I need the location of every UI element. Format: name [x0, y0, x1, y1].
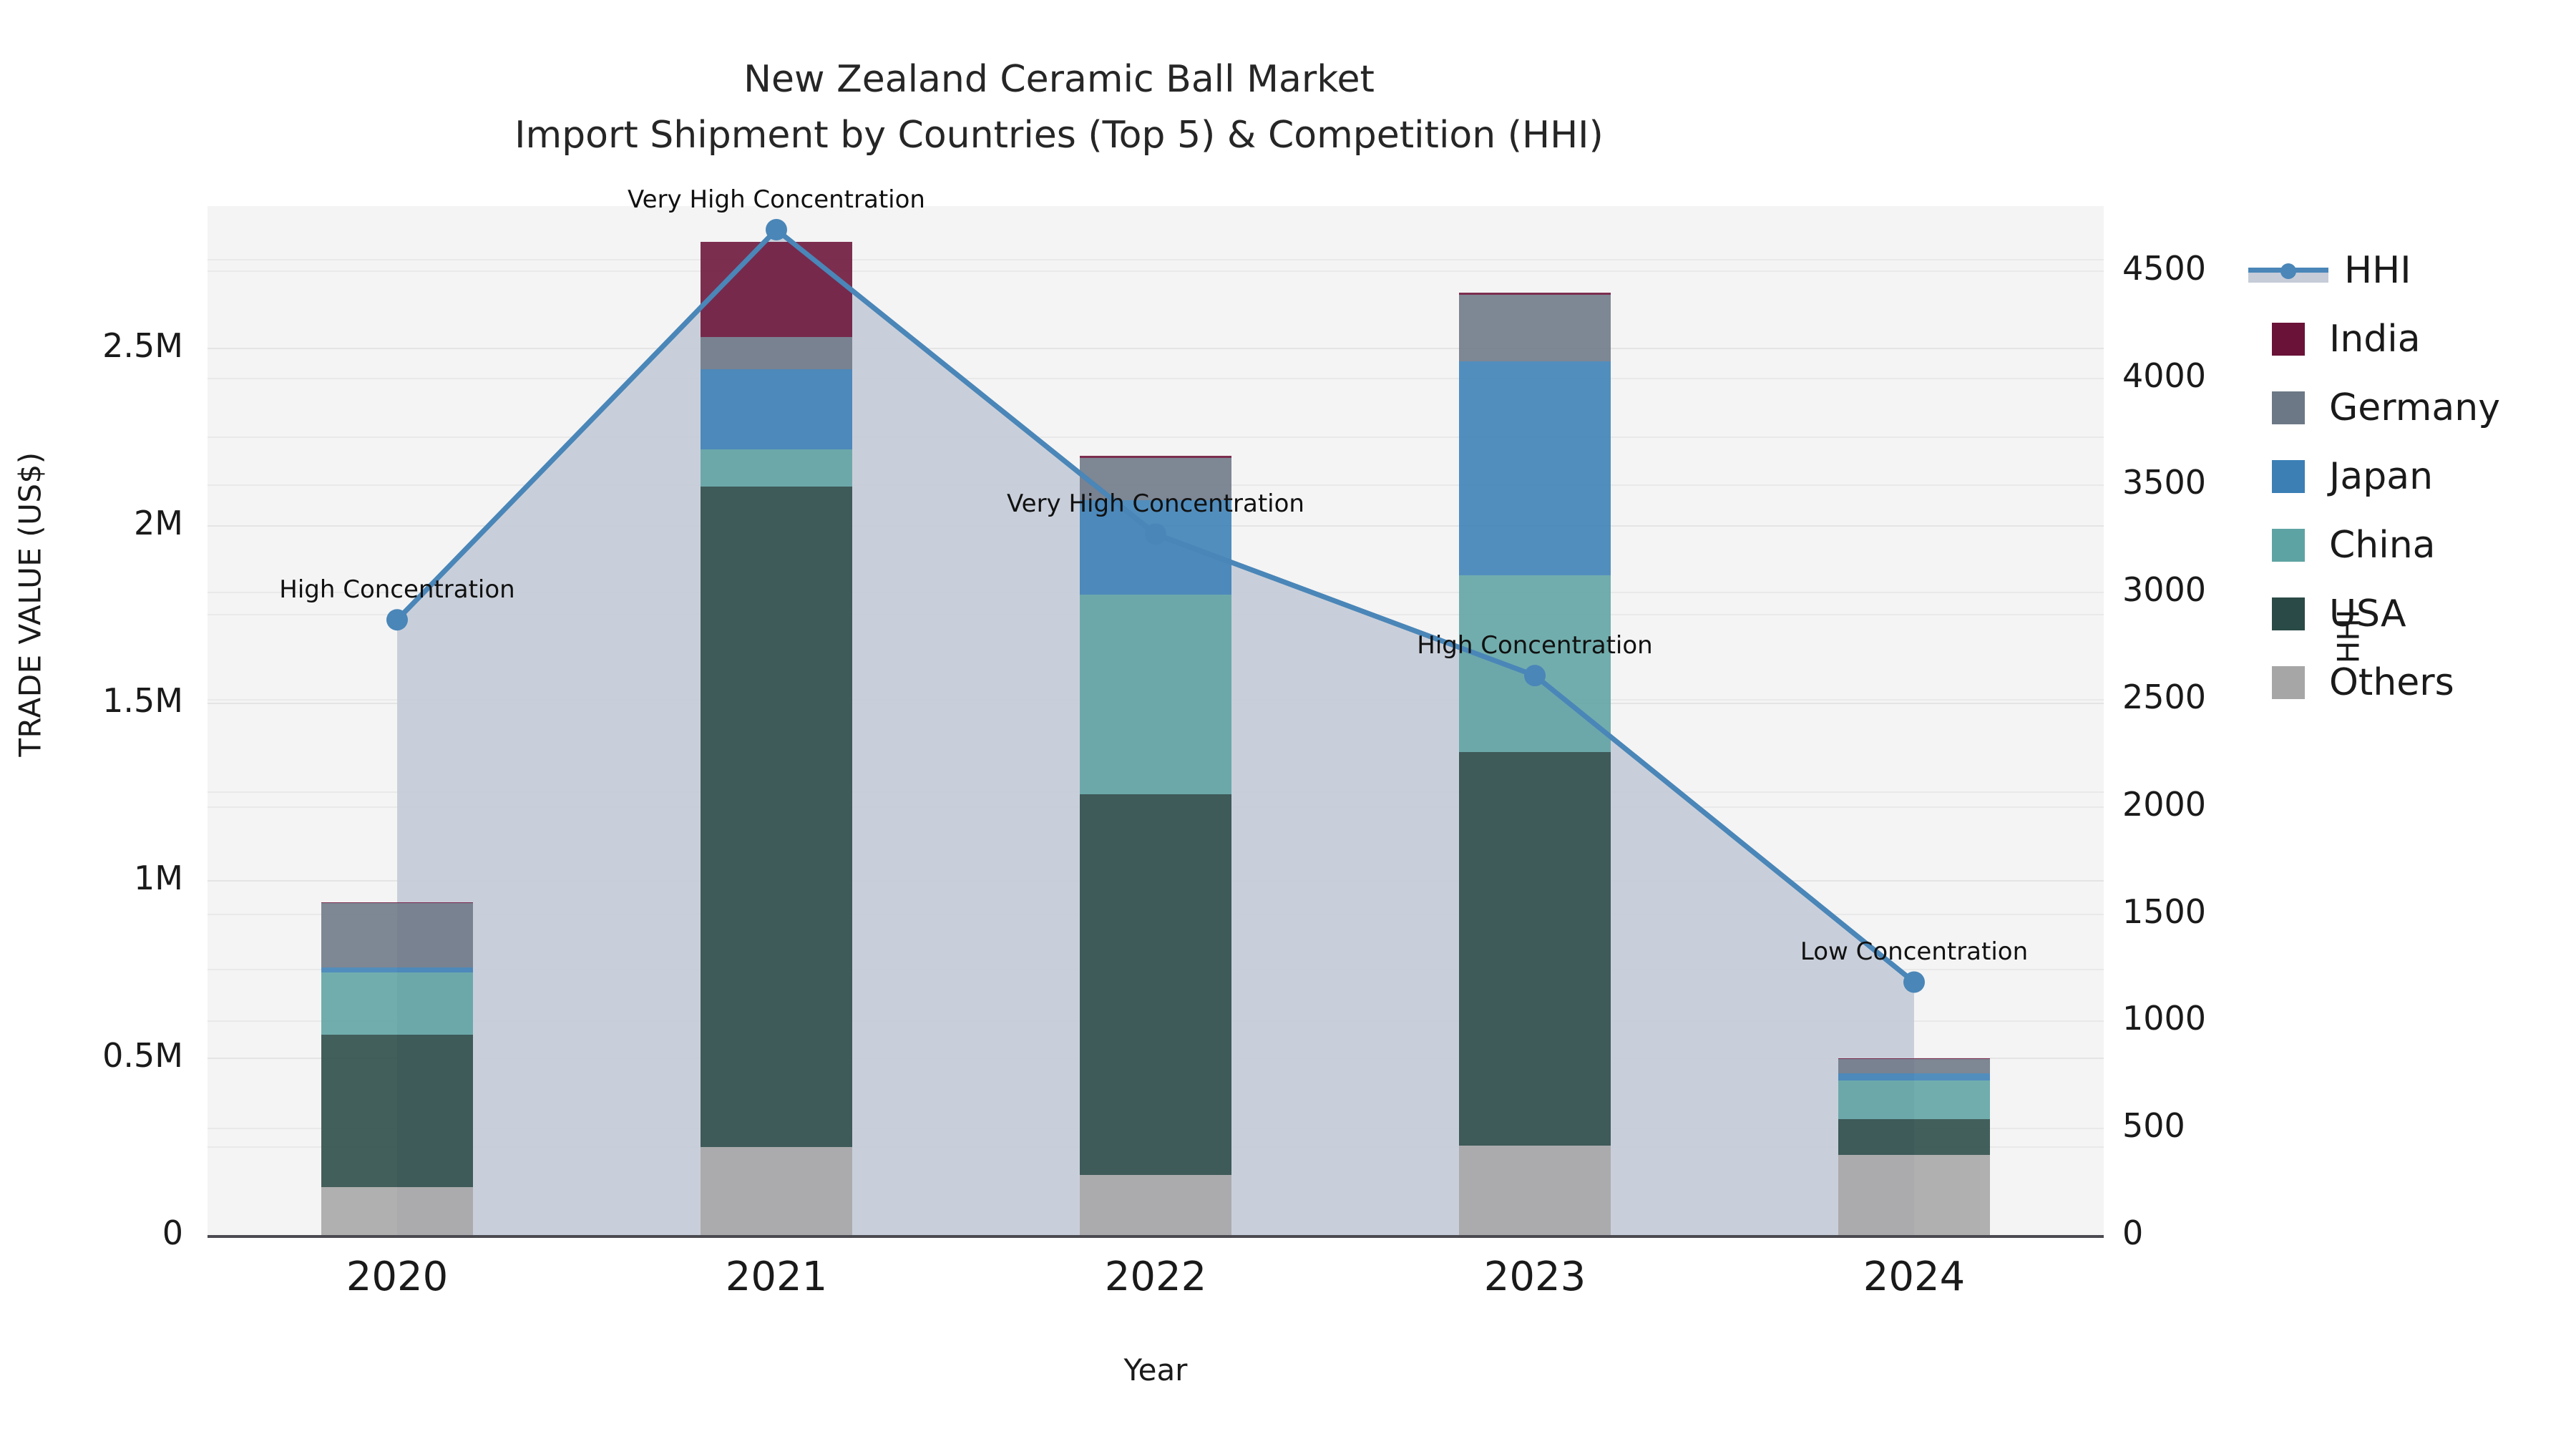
bar-segment-usa-2021	[701, 486, 852, 1147]
bar-segment-japan-2020	[321, 967, 473, 972]
bar-segment-india-2023	[1459, 292, 1611, 295]
bar-segment-others-2024	[1838, 1154, 1990, 1235]
y-axis-left-tick: 1.5M	[102, 681, 183, 721]
bar-segment-germany-2023	[1459, 294, 1611, 362]
bar-segment-japan-2024	[1838, 1073, 1990, 1080]
hhi-annotation-2022: Very High Concentration	[1007, 489, 1304, 519]
hhi-line-layer	[386, 218, 1925, 993]
bar-segment-others-2022	[1080, 1174, 1231, 1235]
bar-segment-china-2021	[701, 449, 852, 487]
bar-segment-india-2020	[321, 902, 473, 904]
y-axis-left-label: TRADE VALUE (US$)	[12, 452, 48, 757]
y-axis-left-tick: 2M	[134, 504, 183, 543]
bar-segment-usa-2024	[1838, 1119, 1990, 1155]
legend-swatch-china	[2272, 529, 2305, 562]
bar-segment-usa-2022	[1080, 794, 1231, 1175]
hhi-line	[395, 227, 1916, 985]
y-axis-left-tick: 0	[162, 1214, 183, 1252]
bar-segment-others-2021	[701, 1147, 852, 1235]
hhi-marker-2020	[386, 609, 408, 631]
hhi-marker-2023	[1524, 665, 1546, 687]
bar-segment-usa-2023	[1459, 751, 1611, 1146]
legend-item-germany[interactable]: Germany	[2272, 374, 2572, 442]
gridline	[208, 348, 2104, 350]
legend-line-dot-icon	[2280, 263, 2296, 279]
hhi-marker-2024	[1903, 971, 1925, 993]
gridline	[208, 436, 2104, 439]
x-axis-tick-2021: 2021	[725, 1254, 828, 1300]
legend-swatch-germany	[2272, 391, 2305, 424]
legend-label: Germany	[2329, 386, 2501, 429]
hhi-annotation-2021: Very High Concentration	[628, 185, 925, 214]
bar-segment-japan-2021	[701, 369, 852, 450]
legend-item-india[interactable]: India	[2272, 305, 2572, 374]
bar-segment-india-2024	[1838, 1058, 1990, 1060]
bar-segment-germany-2021	[701, 337, 852, 370]
chart-title-line-2: Import Shipment by Countries (Top 5) & C…	[514, 114, 1604, 157]
hhi-annotation-2020: High Concentration	[279, 575, 515, 605]
legend-swatch-usa	[2272, 597, 2305, 630]
legend-label: HHI	[2344, 249, 2411, 292]
legend-label: Others	[2329, 661, 2454, 704]
legend-item-usa[interactable]: USA	[2272, 580, 2572, 648]
bar-segment-japan-2022	[1080, 499, 1231, 595]
bar-segment-china-2024	[1838, 1080, 1990, 1120]
legend-label: Japan	[2329, 455, 2434, 498]
bar-segment-japan-2023	[1459, 361, 1611, 575]
legend-line-marker-icon	[2248, 254, 2328, 287]
hhi-marker-2022	[1145, 523, 1166, 545]
legend-label: China	[2329, 524, 2436, 567]
hhi-annotation-2023: High Concentration	[1417, 631, 1653, 660]
legend-swatch-india	[2272, 323, 2305, 356]
chart-title-line-1: New Zealand Ceramic Ball Market	[743, 58, 1375, 101]
x-axis-tick-2024: 2024	[1863, 1254, 1966, 1300]
bar-segment-india-2021	[701, 241, 852, 338]
bar-segment-others-2020	[321, 1187, 473, 1235]
x-axis-tick-2023: 2023	[1483, 1254, 1586, 1300]
bar-segment-germany-2024	[1838, 1059, 1990, 1073]
legend-swatch-japan	[2272, 460, 2305, 493]
bar-segment-germany-2020	[321, 903, 473, 967]
bar-segment-china-2022	[1080, 595, 1231, 795]
x-axis-label: Year	[1123, 1352, 1188, 1387]
bar-segment-china-2020	[321, 972, 473, 1035]
legend: HHI India Germany Japan China USA Others	[2248, 236, 2572, 717]
hhi-marker-2021	[766, 218, 787, 240]
gridline	[208, 377, 2104, 379]
chart-title: New Zealand Ceramic Ball Market Import S…	[0, 52, 2118, 163]
legend-label: India	[2329, 318, 2421, 361]
gridline	[208, 270, 2104, 272]
y-axis-left-tick: 0.5M	[102, 1036, 183, 1075]
legend-item-japan[interactable]: Japan	[2272, 442, 2572, 511]
hhi-annotation-2024: Low Concentration	[1800, 937, 2029, 967]
legend-item-china[interactable]: China	[2272, 511, 2572, 580]
y-axis-left-tick: 2.5M	[102, 326, 183, 366]
bar-segment-china-2023	[1459, 575, 1611, 752]
x-axis-line	[208, 1235, 2104, 1238]
gridline	[208, 259, 2104, 261]
x-axis-tick-2022: 2022	[1104, 1254, 1207, 1300]
legend-label: USA	[2329, 592, 2406, 635]
legend-item-hhi[interactable]: HHI	[2248, 236, 2572, 305]
bar-segment-india-2022	[1080, 456, 1231, 459]
x-axis-tick-2020: 2020	[346, 1254, 449, 1300]
bar-segment-usa-2020	[321, 1034, 473, 1188]
y-axis-left-tick: 1M	[134, 859, 183, 898]
legend-swatch-others	[2272, 666, 2305, 699]
legend-item-others[interactable]: Others	[2272, 648, 2572, 717]
bar-segment-others-2023	[1459, 1146, 1611, 1235]
